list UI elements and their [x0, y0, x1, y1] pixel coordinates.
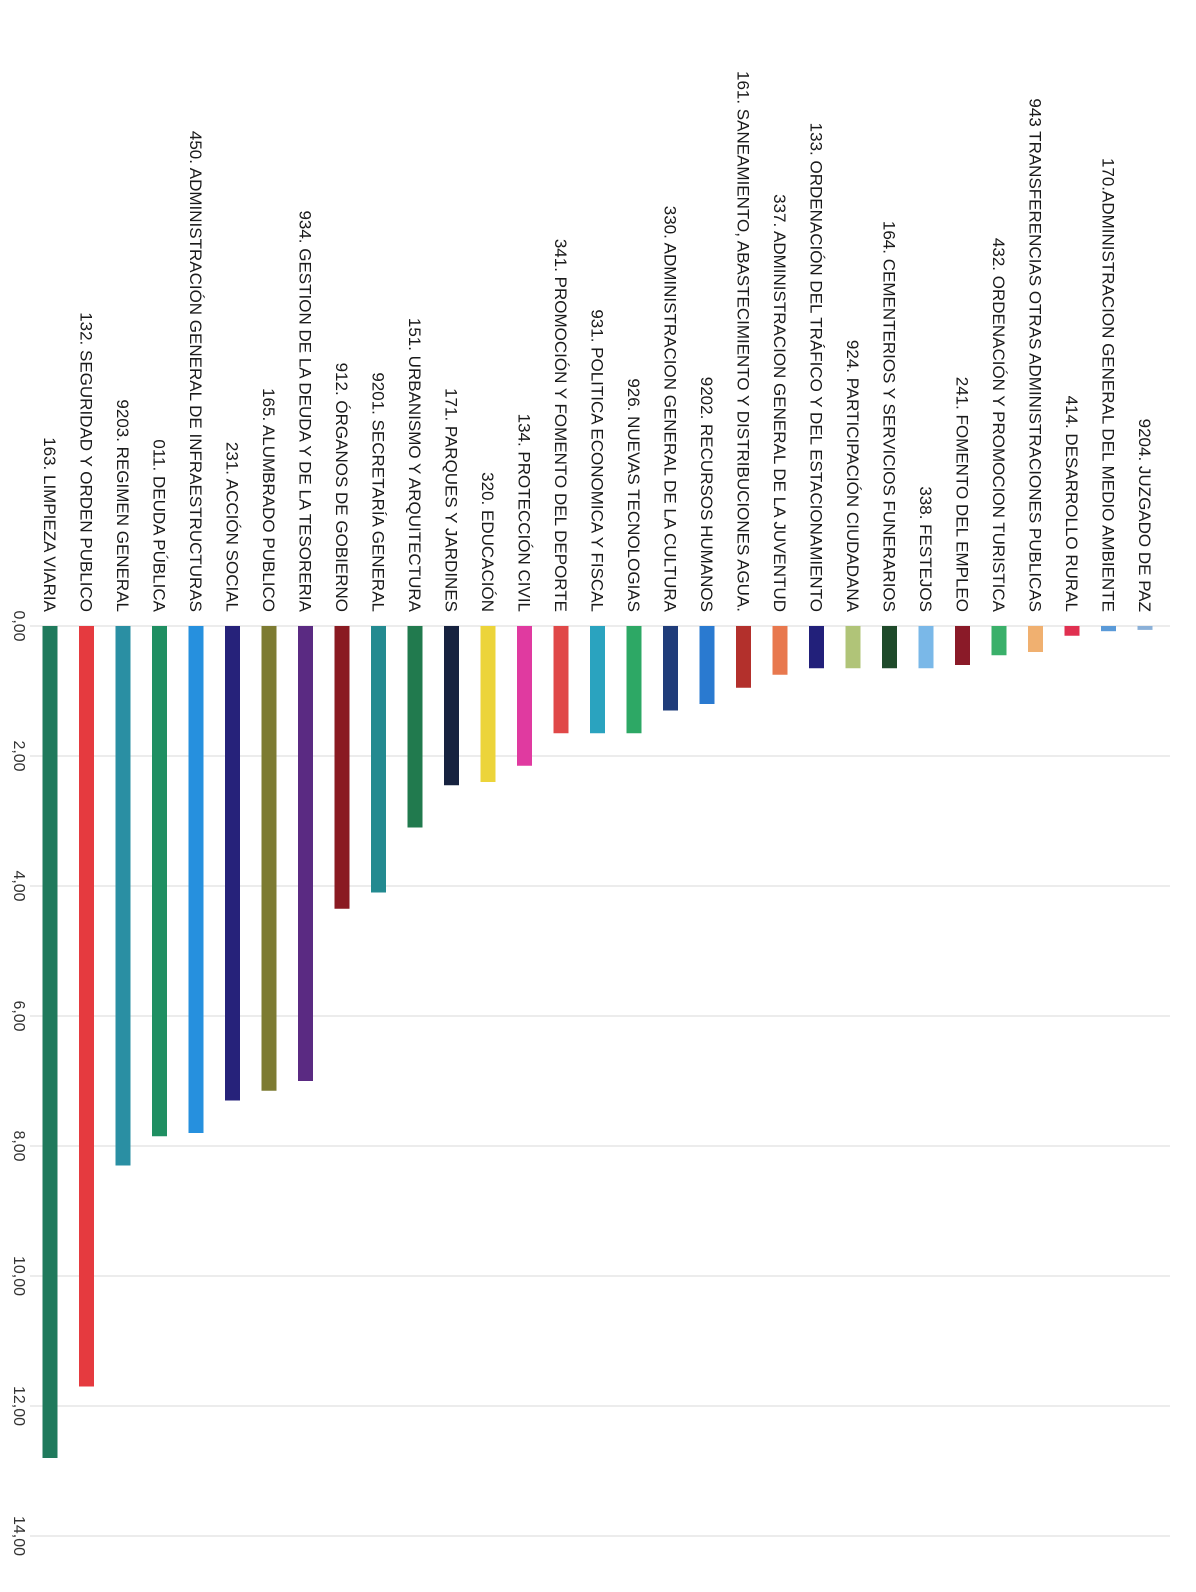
category-label: 231. ACCIÓN SOCIAL	[223, 442, 242, 612]
category-label: 9203. REGIMEN GENERAL	[113, 399, 132, 612]
category-label: 9201. SECRETARÍA GENERAL	[369, 372, 388, 612]
category-label: 341. PROMOCIÓN Y FOMENTO DEL DEPORTE	[551, 239, 570, 612]
category-label: 9202. RECURSOS HUMANOS	[697, 377, 716, 612]
category-label: 133. ORDENACIÓN DEL TRÁFICO Y DEL ESTACI…	[807, 123, 826, 612]
gridlines	[30, 625, 1170, 1537]
bar	[699, 626, 715, 704]
bar	[444, 626, 459, 786]
bar	[407, 626, 423, 828]
category-label: 912. ÓRGANOS DE GOBIERNO	[332, 363, 351, 612]
category-label: 926. NUEVAS TECNOLOGIAS	[624, 378, 643, 612]
bar	[225, 626, 240, 1101]
bar	[809, 626, 824, 669]
category-labels: 163. LIMPIEZA VIARIA 132. SEGURIDAD Y ORD…	[40, 71, 1154, 613]
category-label: 011. DEUDA PÚBLICA	[150, 439, 169, 612]
category-label: 934. GESTION DE LA DEUDA Y DE LA TESORER…	[296, 210, 315, 612]
value-tick-label: 10,00	[10, 1256, 27, 1296]
category-label: 943 TRANSFERENCIAS OTRAS ADMINISTRACIONE…	[1026, 98, 1045, 612]
bar	[480, 626, 496, 782]
bar	[736, 626, 751, 688]
category-label: 337. ADMINISTRACION GENERAL DE LA JUVENT…	[770, 194, 789, 612]
category-label: 924. PARTICIPACIÓN CIUDADANA	[843, 340, 862, 613]
category-label: 241. FOMENTO DEL EMPLEO	[953, 377, 972, 612]
bar	[553, 626, 569, 734]
category-label: 151. URBANISMO Y ARQUITECTURA	[405, 318, 424, 613]
bar	[772, 626, 788, 675]
value-axis-ticks: 0,00 2,00 4,00 6,00 8,00 10,00 12,00 14,00	[10, 610, 27, 1556]
category-label: 320. EDUCACIÓN	[478, 472, 497, 612]
category-label: 170.ADMINISTRACION GENERAL DEL MEDIO AMB…	[1099, 158, 1118, 612]
bar	[955, 626, 970, 665]
bar	[79, 626, 94, 1387]
category-label: 9204. JUZGADO DE PAZ	[1135, 419, 1154, 612]
category-label: 338. FESTEJOS	[916, 486, 935, 612]
category-label: 931. POLITICA ECONOMICA Y FISCAL	[588, 309, 607, 612]
category-label: 134. PROTECCIÓN CIVIL	[515, 414, 534, 612]
value-tick-label: 6,00	[10, 1000, 27, 1031]
category-label: 163. LIMPIEZA VIARIA	[40, 437, 59, 612]
bar	[882, 626, 897, 669]
bar	[1028, 626, 1043, 652]
bar	[334, 626, 350, 909]
bar	[663, 626, 678, 711]
bar	[991, 626, 1007, 656]
bar	[152, 626, 167, 1137]
category-label: 171. PARQUES Y JARDINES	[442, 388, 461, 612]
value-tick-label: 8,00	[10, 1130, 27, 1161]
bar	[298, 626, 313, 1081]
bar	[261, 626, 277, 1091]
bar	[188, 626, 204, 1133]
bar	[115, 626, 131, 1166]
bar	[845, 626, 861, 669]
category-label: 432. ORDENACIÓN Y PROMOCION TURISTICA	[989, 238, 1008, 613]
category-label: 165. ALUMBRADO PUBLICO	[259, 388, 278, 612]
bar	[42, 626, 58, 1458]
value-tick-label: 2,00	[10, 740, 27, 771]
category-label: 164. CEMENTERIOS Y SERVICIOS FUNERARIOS	[880, 221, 899, 612]
bar	[517, 626, 532, 766]
bar	[626, 626, 642, 734]
category-label: 414. DESARROLLO RURAL	[1062, 396, 1081, 612]
value-tick-label: 14,00	[10, 1516, 27, 1556]
bar	[590, 626, 605, 734]
category-label: 450. ADMINISTRACIÓN GENERAL DE INFRAESTR…	[186, 131, 205, 612]
bar	[371, 626, 386, 893]
bar	[1064, 626, 1080, 636]
value-tick-label: 4,00	[10, 870, 27, 901]
value-tick-label: 12,00	[10, 1386, 27, 1426]
value-tick-label: 0,00	[10, 610, 27, 641]
bar	[918, 626, 934, 669]
category-label: 132. SEGURIDAD Y ORDEN PUBLICO	[77, 312, 96, 612]
category-label: 161. SANEAMIENTO, ABASTECIMIENTO Y DISTR…	[734, 71, 753, 612]
category-label: 330. ADMINISTRACION GENERAL DE LA CULTUR…	[661, 206, 680, 613]
bars	[42, 626, 1153, 1458]
bar	[1101, 626, 1116, 632]
bar	[1137, 626, 1153, 630]
